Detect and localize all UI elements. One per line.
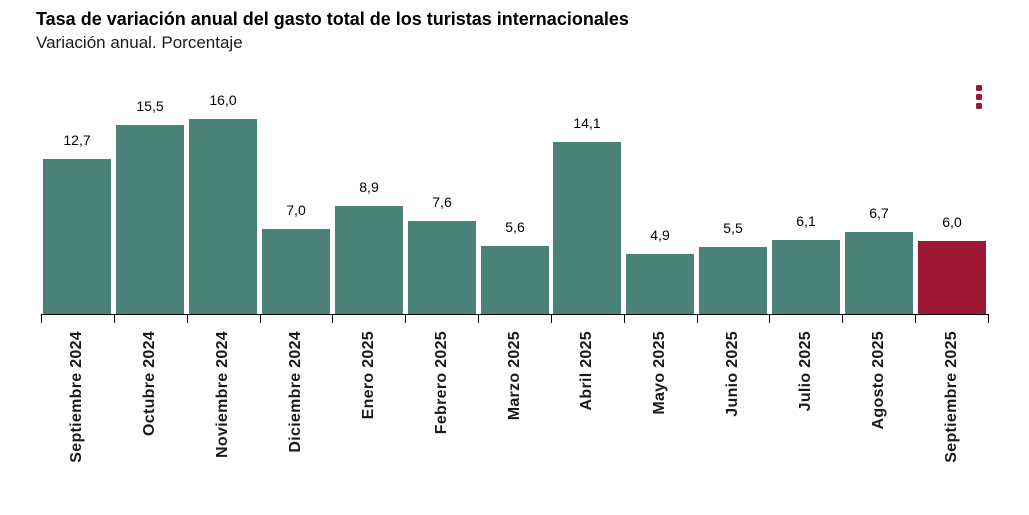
x-axis-tick	[187, 314, 188, 323]
bar-value-label: 7,6	[432, 194, 452, 210]
bar-value-label: 6,7	[869, 205, 889, 221]
x-axis-label: Septiembre 2024	[68, 331, 85, 463]
bar-diciembre-2024[interactable]	[262, 229, 330, 314]
bar-marzo-2025[interactable]	[481, 246, 549, 314]
x-axis-label: Agosto 2025	[870, 331, 887, 430]
bar-octubre-2024[interactable]	[116, 125, 184, 314]
kebab-menu-icon-dot	[976, 103, 982, 109]
bar-agosto-2025[interactable]	[845, 232, 913, 314]
bar-value-label: 16,0	[209, 92, 237, 108]
x-axis-label: Septiembre 2025	[943, 331, 960, 463]
kebab-menu-button[interactable]	[971, 82, 987, 112]
x-axis-label: Marzo 2025	[506, 331, 523, 421]
bar-enero-2025[interactable]	[335, 206, 403, 314]
bar-noviembre-2024[interactable]	[189, 119, 257, 314]
x-axis-label: Junio 2025	[724, 331, 741, 417]
kebab-menu-icon-dot	[976, 85, 982, 91]
bar-value-label: 12,7	[63, 132, 91, 148]
x-axis-tick	[332, 314, 333, 323]
kebab-menu-icon-dot	[976, 94, 982, 100]
x-axis-tick	[405, 314, 406, 323]
x-axis-tick	[624, 314, 625, 323]
bar-value-label: 6,0	[942, 214, 962, 230]
x-axis-tick	[697, 314, 698, 323]
x-axis-label: Mayo 2025	[651, 331, 668, 415]
x-axis-line	[41, 314, 989, 315]
chart-subtitle: Variación anual. Porcentaje	[36, 33, 243, 52]
bar-julio-2025[interactable]	[772, 240, 840, 314]
bar-value-label: 4,9	[650, 227, 670, 243]
bar-mayo-2025[interactable]	[626, 254, 694, 314]
x-axis-tick	[478, 314, 479, 323]
bar-value-label: 5,5	[723, 220, 743, 236]
x-axis-label: Abril 2025	[578, 331, 595, 411]
x-axis-tick	[114, 314, 115, 323]
x-axis-tick	[41, 314, 42, 323]
bar-septiembre-2024[interactable]	[43, 159, 111, 314]
bar-value-label: 14,1	[573, 115, 601, 131]
x-axis-label: Octubre 2024	[141, 331, 158, 436]
x-axis-tick	[842, 314, 843, 323]
bar-value-label: 5,6	[505, 219, 525, 235]
bar-value-label: 7,0	[286, 202, 306, 218]
x-axis-tick	[260, 314, 261, 323]
bar-value-label: 6,1	[796, 213, 816, 229]
bar-value-label: 8,9	[359, 179, 379, 195]
x-axis-label: Julio 2025	[797, 331, 814, 412]
bar-septiembre-2025[interactable]	[918, 241, 986, 314]
bar-febrero-2025[interactable]	[408, 221, 476, 314]
bar-value-label: 15,5	[136, 98, 164, 114]
bar-junio-2025[interactable]	[699, 247, 767, 314]
x-axis-tick	[551, 314, 552, 323]
x-axis-label: Febrero 2025	[433, 331, 450, 435]
x-axis-tick	[988, 314, 989, 323]
x-axis-label: Enero 2025	[360, 331, 377, 420]
x-axis-tick	[769, 314, 770, 323]
chart-title: Tasa de variación anual del gasto total …	[36, 9, 629, 29]
x-axis-label: Noviembre 2024	[214, 331, 231, 458]
bar-abril-2025[interactable]	[553, 142, 621, 314]
x-axis-label: Diciembre 2024	[287, 331, 304, 453]
x-axis-tick	[915, 314, 916, 323]
